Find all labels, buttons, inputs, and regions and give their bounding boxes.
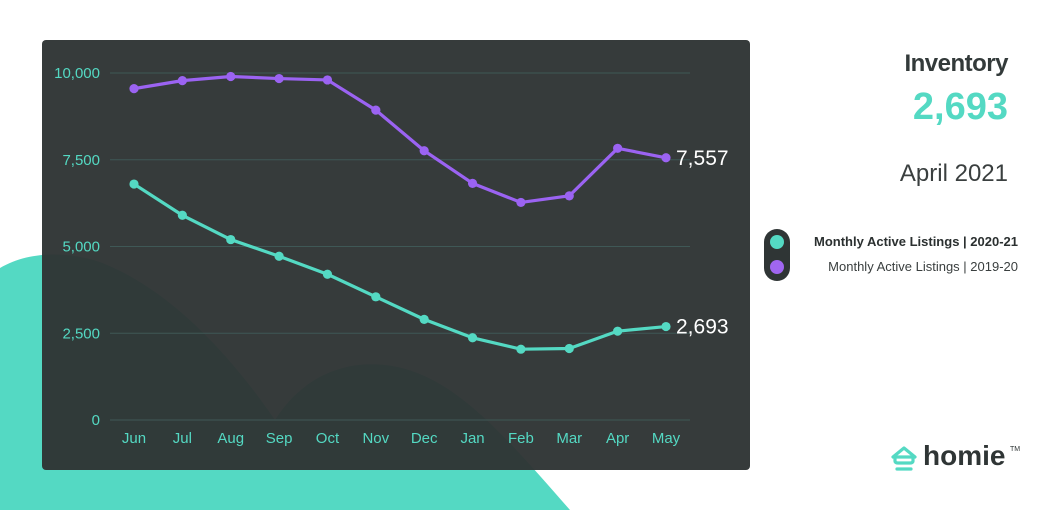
series-2020-21-point [516, 344, 526, 354]
chart-background [42, 40, 750, 470]
period-label: April 2021 [899, 160, 1008, 187]
series-2019-20-point [516, 197, 526, 208]
series-2020-21-point [274, 251, 284, 261]
logo-text: homie [923, 440, 1006, 471]
series-2019-20-point [371, 105, 381, 115]
series-2019-20-point [661, 153, 671, 163]
series-2020-21-point [467, 333, 478, 343]
y-axis-ticks: 0 2,500 5,000 7,500 10,000 [54, 65, 100, 429]
series-2019-20-point [226, 71, 236, 82]
x-tick-label: Apr [606, 430, 629, 447]
legend-label-2019-20: Monthly Active Listings | 2019-20 [828, 259, 1018, 274]
x-axis-ticks: Jun Jul Aug Sep Oct Nov Dec Jan Feb Mar Apr May [122, 430, 681, 447]
y-tick-label: 10,000 [54, 65, 100, 82]
series-2019-20-line [132, 74, 668, 205]
series-2020-21-end-label: 2,693 [676, 316, 729, 339]
y-tick-label: 7,500 [62, 152, 100, 169]
y-tick-label: 0 [92, 412, 100, 429]
x-tick-label: Oct [316, 430, 340, 447]
y-tick-label: 2,500 [62, 325, 100, 342]
legend-label-2020-21: Monthly Active Listings | 2020-21 [814, 234, 1018, 249]
series-2020-21-point [177, 210, 187, 220]
series-2019-20-point [419, 146, 429, 156]
x-tick-label: May [652, 430, 681, 447]
house-icon [891, 446, 917, 471]
x-tick-label: Jun [122, 430, 146, 447]
series-2019-20-point [613, 143, 623, 153]
series-2020-21-point [419, 314, 429, 324]
x-tick-label: Aug [217, 430, 244, 447]
series-2019-20-point [564, 191, 574, 201]
chart-legend: Monthly Active Listings | 2020-21 Monthl… [764, 229, 1036, 281]
x-tick-label: Feb [508, 430, 534, 447]
x-tick-label: Jan [460, 430, 484, 447]
series-2019-20-point [177, 76, 187, 86]
series-2019-20-point [467, 178, 478, 188]
legend-dot-2019-20 [770, 260, 784, 274]
series-2020-21-point [226, 234, 236, 245]
grid-lines [110, 72, 690, 421]
series-2020-21-point [371, 292, 381, 302]
series-2019-20-point [129, 84, 139, 94]
series-2020-21-point [129, 179, 139, 189]
series-2020-21-point [661, 321, 671, 332]
series-2019-20-end-label: 7,557 [676, 147, 729, 170]
series-2020-21-line [132, 182, 668, 351]
series-2020-21 [129, 179, 671, 354]
series-2020-21-point [613, 326, 623, 336]
series-2020-21-point [322, 269, 333, 279]
chart-panel: 0 2,500 5,000 7,500 10,000 Jun Jul Aug Sep Oct No… [42, 40, 750, 470]
logo-trademark: TM [1010, 446, 1021, 453]
homie-logo: homie TM [889, 440, 1029, 474]
y-tick-label: 5,000 [62, 239, 100, 256]
headline-value: 2,693 [912, 86, 1008, 128]
x-tick-label: Sep [266, 430, 293, 447]
series-2019-20 [129, 71, 671, 208]
line-chart: 0 2,500 5,000 7,500 10,000 Jun Jul Aug Sep Oct No… [42, 40, 750, 470]
legend-dot-2020-21 [770, 235, 784, 249]
x-tick-label: Nov [362, 430, 389, 447]
series-2020-21-point [564, 343, 574, 354]
series-2019-20-point [274, 73, 284, 84]
x-tick-label: Jul [173, 430, 192, 447]
x-tick-label: Dec [411, 430, 438, 447]
end-labels: 2,693 7,557 [676, 147, 729, 339]
series-2019-20-point [322, 75, 333, 85]
page-title: Inventory [904, 50, 1008, 77]
x-tick-label: Mar [556, 430, 582, 447]
series-layer [129, 71, 671, 354]
